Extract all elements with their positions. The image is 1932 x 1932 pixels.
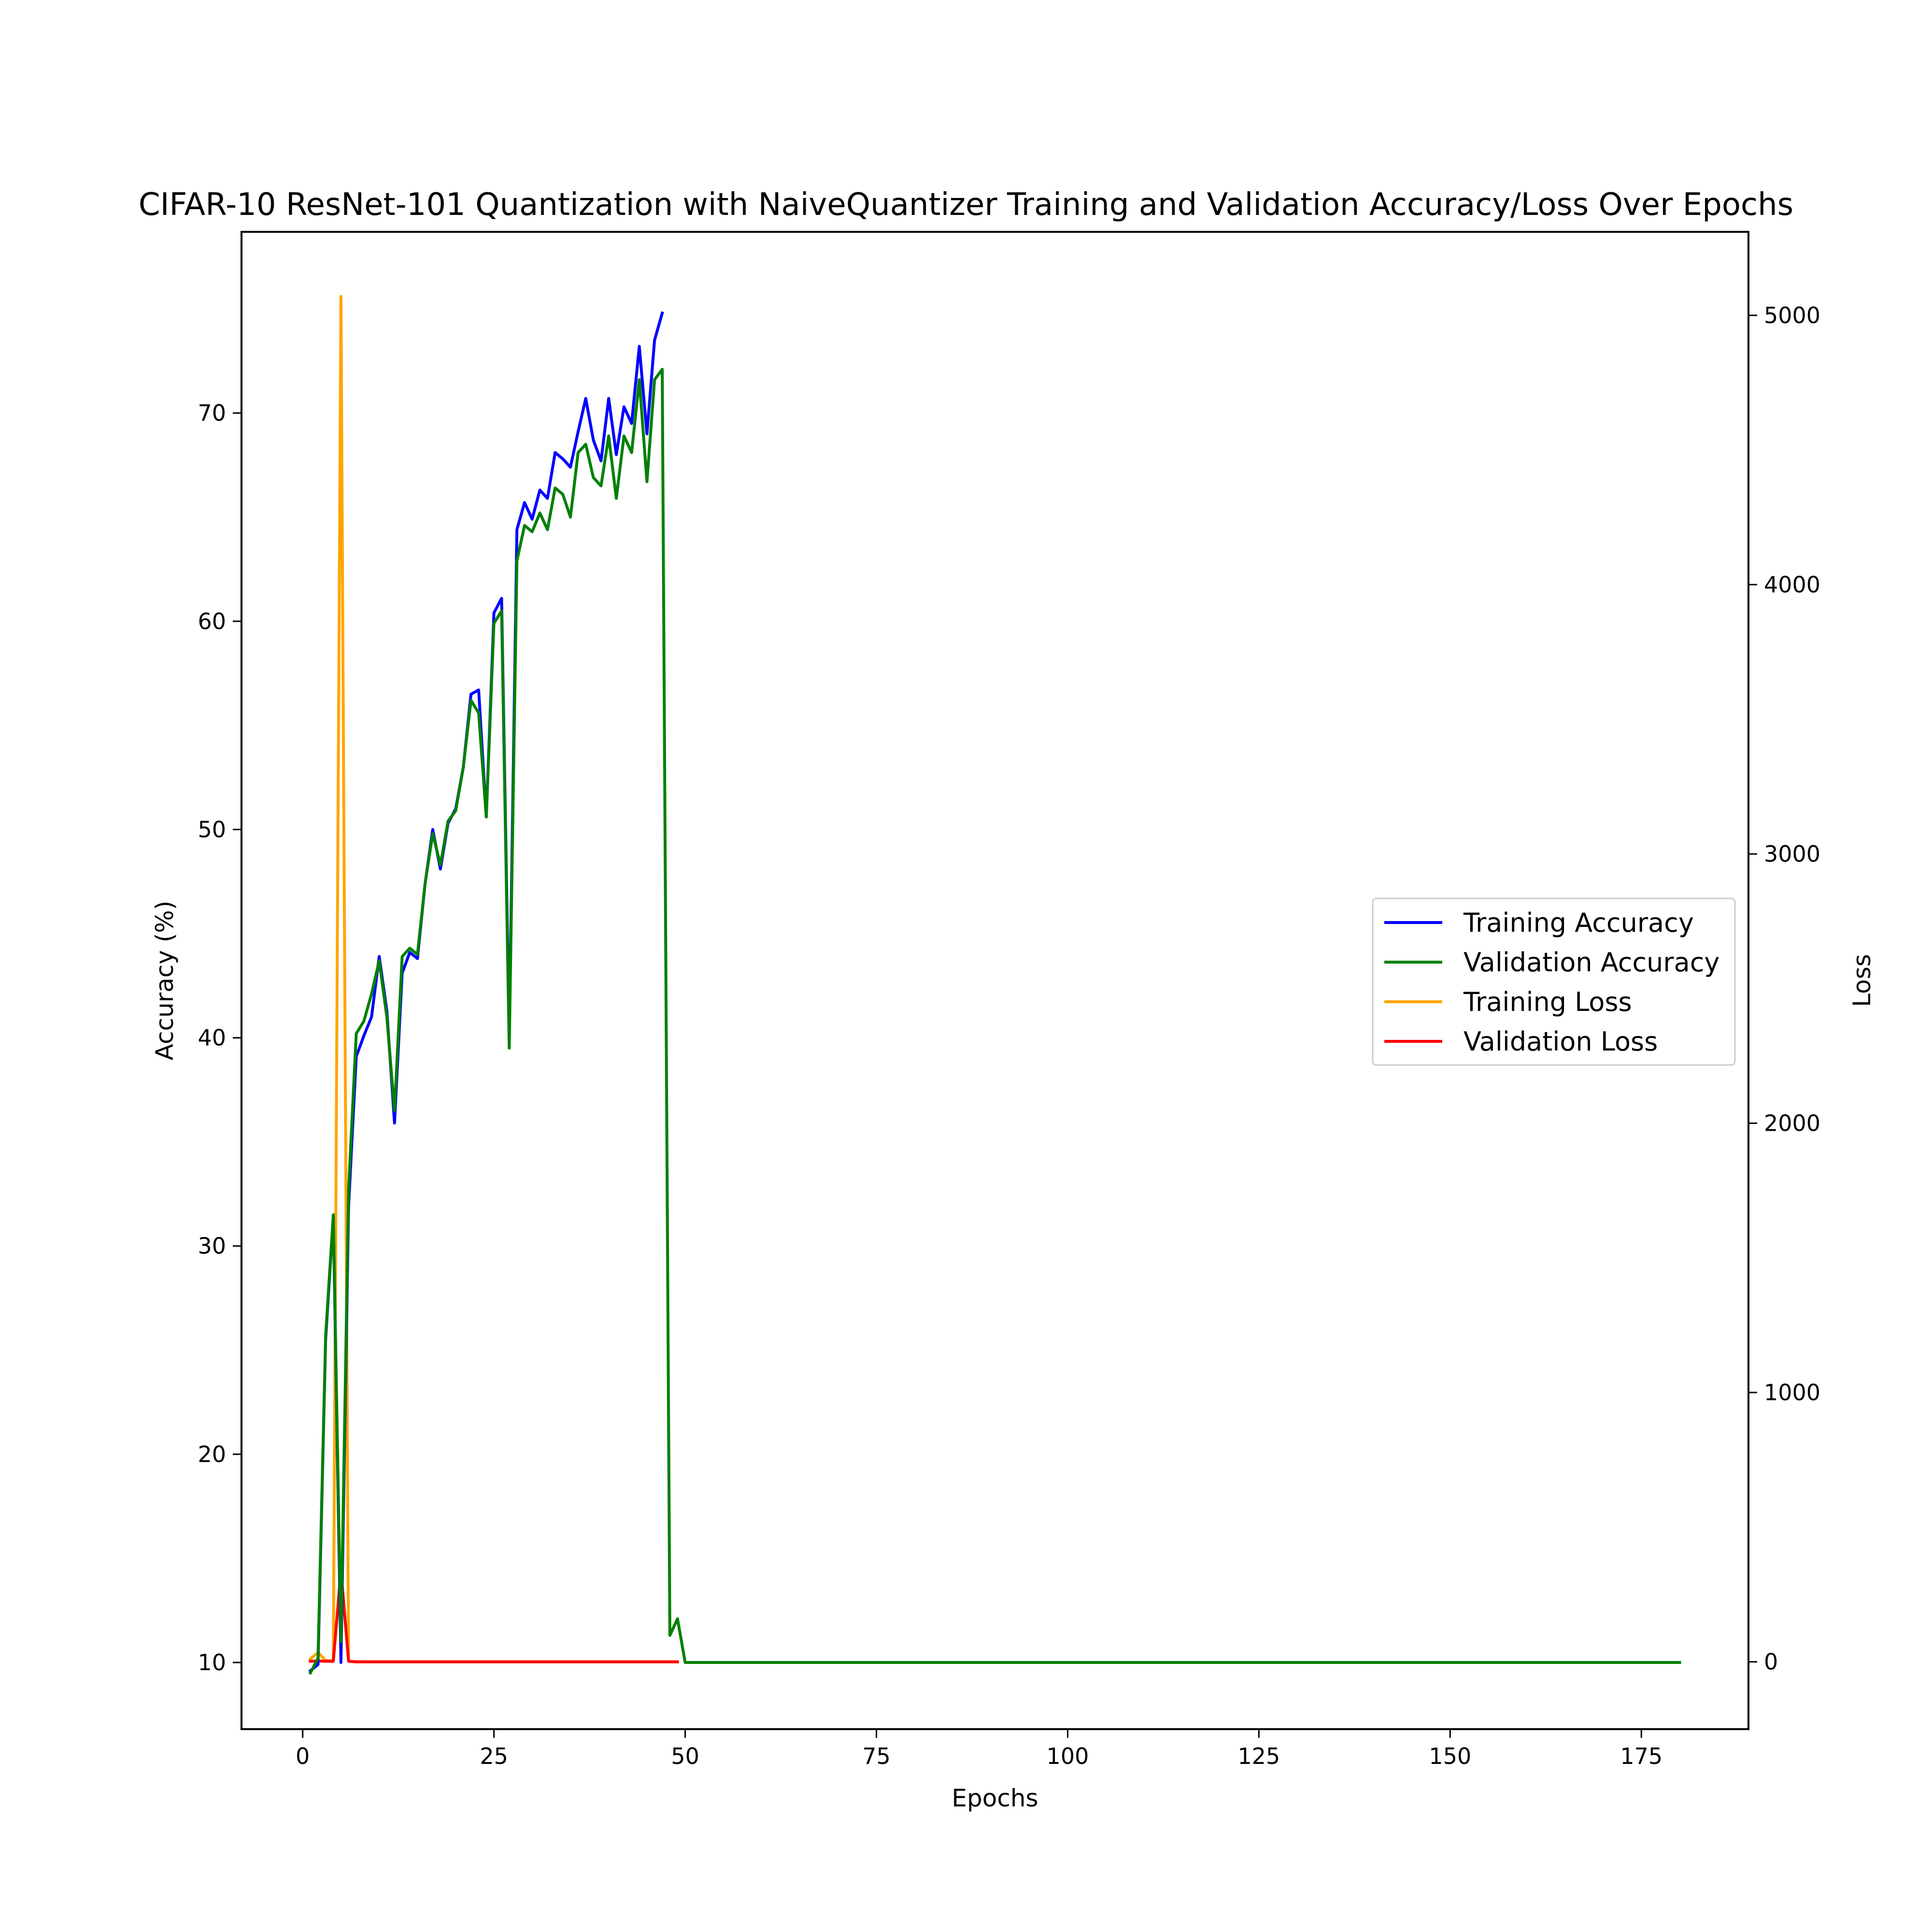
x-tick-label: 0 [296, 1743, 310, 1769]
y2-tick-label: 3000 [1764, 841, 1820, 867]
series-line-validation-accuracy [308, 368, 1681, 1675]
x-axis-label: Epochs [952, 1784, 1038, 1812]
y-tick-label: 40 [198, 1025, 226, 1051]
y-axis-ticks: 10 20 30 40 50 60 70 [198, 400, 242, 1676]
legend-label: Training Loss [1463, 987, 1632, 1017]
x-tick-label: 100 [1047, 1743, 1089, 1769]
y-tick-label: 10 [198, 1649, 226, 1676]
x-tick-label: 25 [480, 1743, 508, 1769]
legend-box [1372, 897, 1736, 1066]
x-tick-label: 150 [1429, 1743, 1471, 1769]
y-tick-label: 20 [198, 1441, 226, 1467]
x-tick-label: 125 [1237, 1743, 1280, 1769]
x-tick-label: 75 [862, 1743, 891, 1769]
legend-label: Validation Loss [1463, 1026, 1658, 1057]
legend: Training Accuracy Validation Accuracy Trai… [1372, 897, 1736, 1066]
y2-tick-label: 0 [1764, 1649, 1778, 1675]
y-tick-label: 30 [198, 1233, 226, 1259]
x-tick-label: 50 [671, 1743, 699, 1769]
y2-tick-label: 1000 [1764, 1379, 1820, 1406]
y2-axis-ticks: 0 1000 2000 3000 4000 5000 [1748, 302, 1820, 1675]
legend-label: Validation Accuracy [1463, 947, 1719, 978]
x-axis-ticks: 0 25 50 75 100 125 150 175 [296, 1729, 1662, 1769]
y2-tick-label: 4000 [1764, 571, 1820, 597]
series-layer [308, 295, 1681, 1675]
x-tick-label: 175 [1620, 1743, 1662, 1769]
y-tick-label: 60 [198, 608, 226, 634]
plot-frame [241, 231, 1749, 1730]
y-axis-label: Accuracy (%) [151, 901, 179, 1061]
y2-axis-label: Loss [1848, 954, 1876, 1007]
y2-tick-label: 2000 [1764, 1110, 1820, 1136]
y-tick-label: 50 [198, 816, 226, 842]
chart-title: CIFAR-10 ResNet-101 Quantization with Na… [139, 187, 1793, 223]
y-tick-label: 70 [198, 400, 226, 426]
y2-tick-label: 5000 [1764, 302, 1820, 328]
series-line-validation-loss [309, 1569, 679, 1663]
legend-label: Training Accuracy [1463, 908, 1694, 938]
